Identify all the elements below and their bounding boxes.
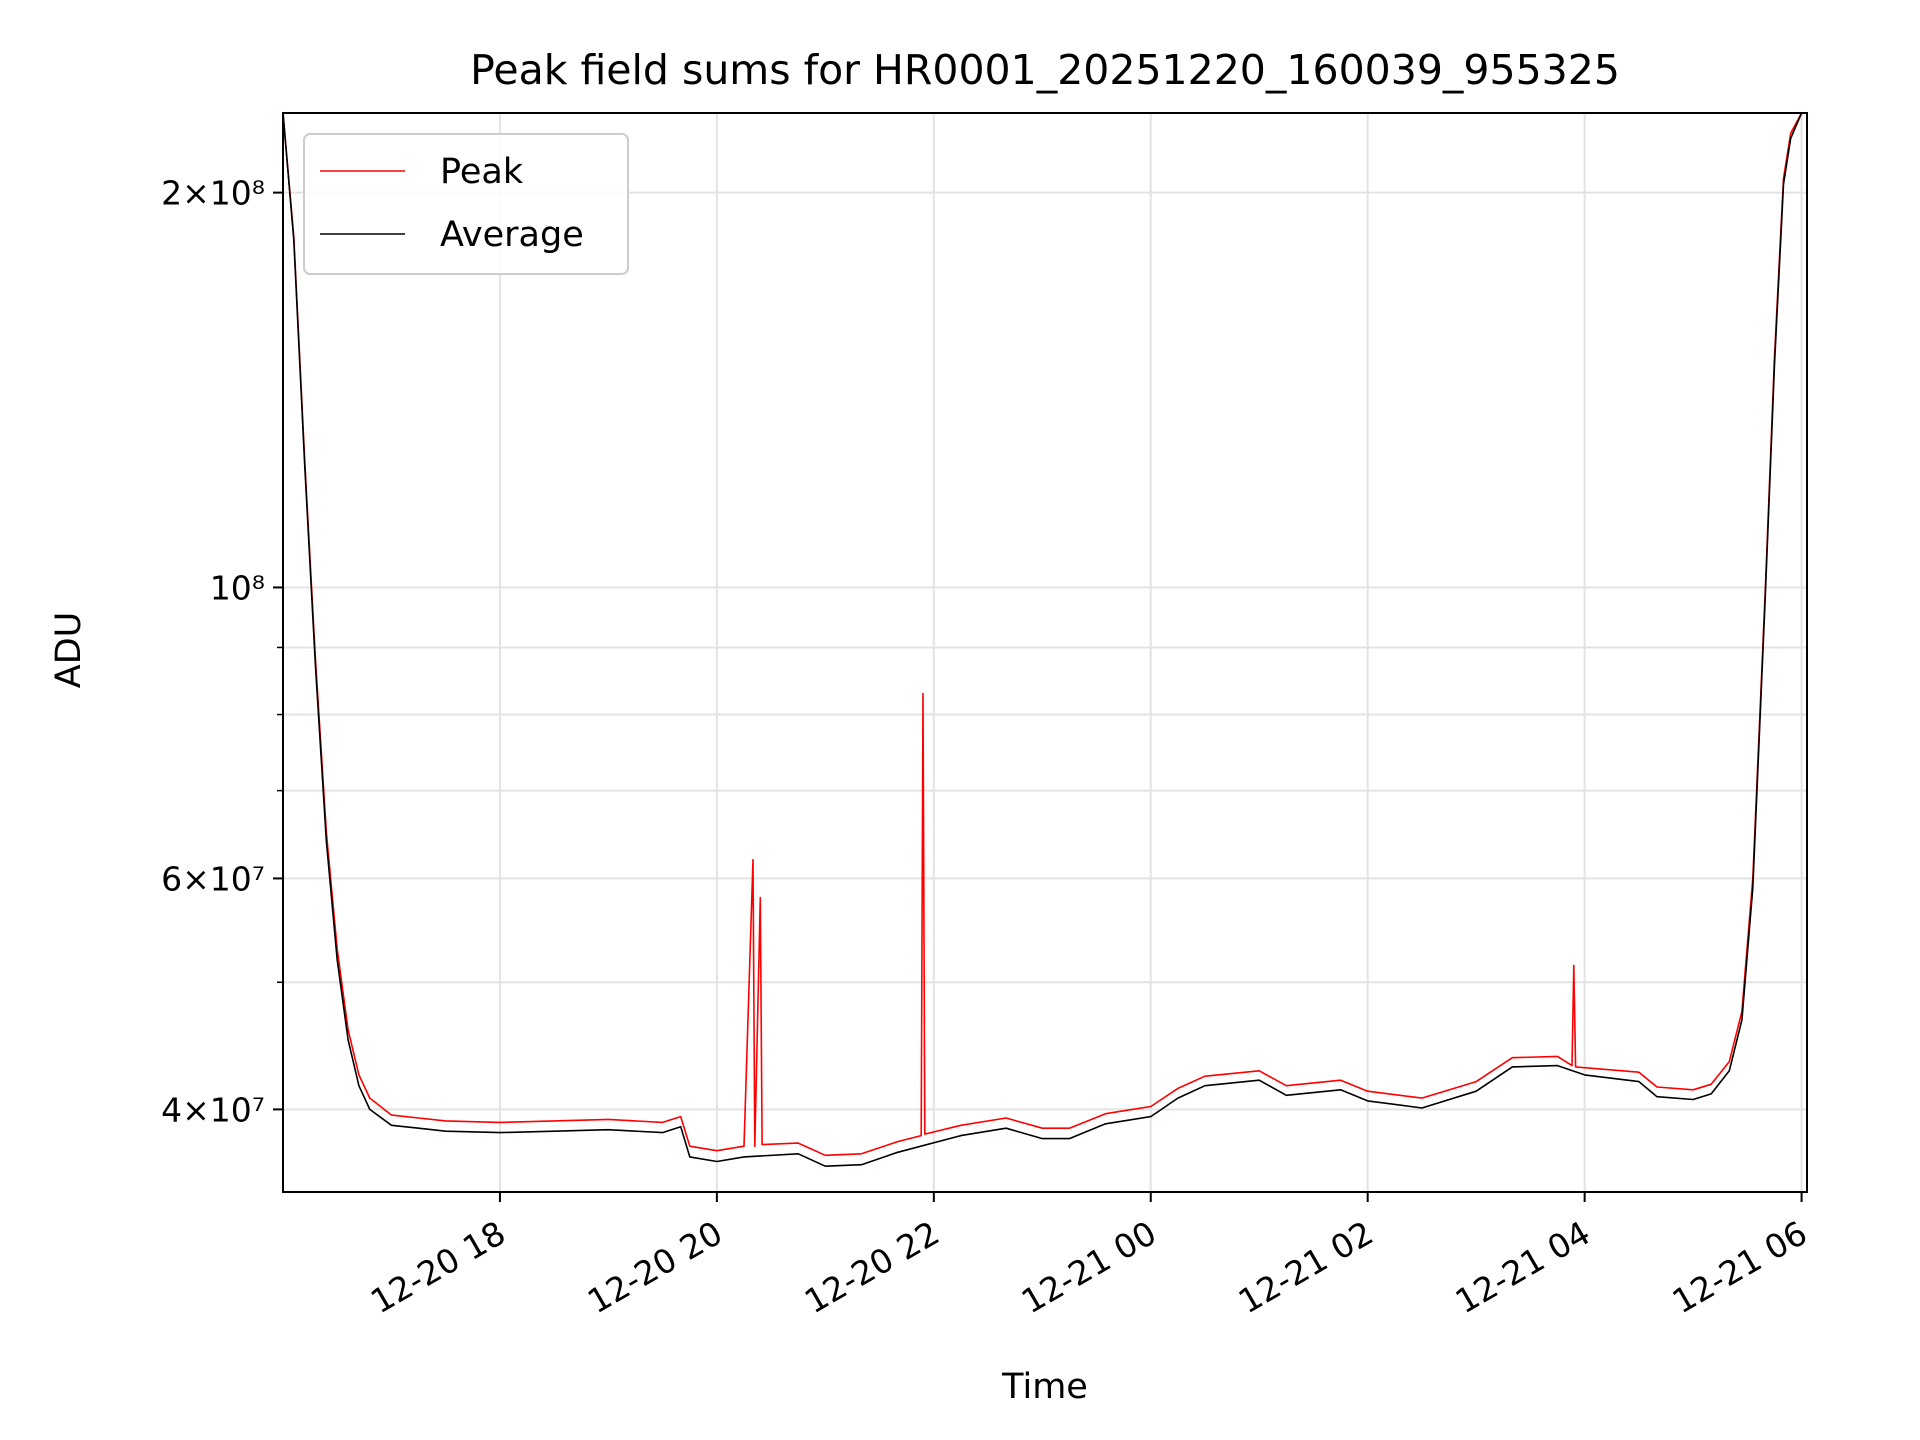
series-line-average <box>282 112 1803 1167</box>
legend-label-peak: Peak <box>440 152 524 192</box>
y-tick-label: 6×10⁷ <box>161 859 265 898</box>
x-tick-label: 12-20 22 <box>798 1213 946 1321</box>
legend-label-average: Average <box>440 215 584 255</box>
x-tick-label: 12-21 02 <box>1232 1213 1380 1321</box>
series-layer <box>282 112 1803 1167</box>
plot-frame <box>282 112 1808 1193</box>
x-tick-label: 12-21 00 <box>1015 1213 1163 1321</box>
y-tick-label: 10⁸ <box>210 568 265 607</box>
x-tick-label: 12-20 18 <box>364 1213 512 1321</box>
x-tick-label: 12-20 20 <box>581 1213 729 1321</box>
x-axis-ticks: 12-20 18 12-20 20 12-20 22 12-21 00 12-21 02… <box>364 1192 1814 1321</box>
x-tick-label: 12-21 06 <box>1666 1213 1814 1321</box>
x-tick-label: 12-21 04 <box>1449 1213 1597 1321</box>
chart-title: Peak field sums for HR0001_20251220_1600… <box>470 46 1620 94</box>
y-axis-ticks: 4×10⁷ 6×10⁷ 10⁸ 2×10⁸ <box>161 174 283 1129</box>
y-tick-label: 4×10⁷ <box>161 1090 265 1129</box>
y-axis-label: ADU <box>49 612 89 689</box>
x-axis-label: Time <box>1001 1367 1088 1407</box>
series-line-peak <box>282 112 1803 1157</box>
legend: Peak Average <box>303 133 629 275</box>
legend-box <box>303 133 629 275</box>
y-tick-label: 2×10⁸ <box>161 174 265 213</box>
